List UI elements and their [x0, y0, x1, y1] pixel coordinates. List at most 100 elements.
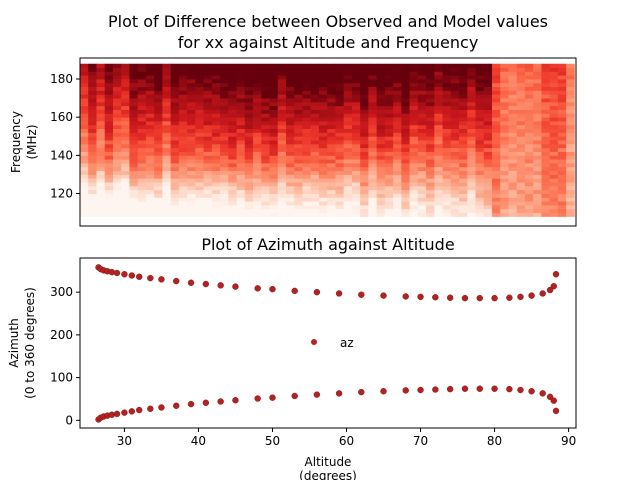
- heatmap-cell: [187, 67, 196, 72]
- heatmap-cell: [178, 86, 188, 91]
- heatmap-cell: [401, 178, 410, 183]
- heatmap-cell: [294, 174, 303, 179]
- heatmap-cell: [566, 132, 575, 137]
- heatmap-cell: [310, 178, 320, 183]
- heatmap-cell: [121, 128, 130, 133]
- heatmap-cell: [426, 128, 435, 133]
- heatmap-cell: [228, 140, 237, 145]
- heatmap-cell: [80, 109, 89, 114]
- heatmap-cell: [566, 63, 575, 68]
- heatmap-cell: [277, 90, 287, 95]
- heatmap-cell: [475, 75, 485, 80]
- heatmap-cell: [129, 189, 139, 194]
- heatmap-cell: [104, 170, 114, 175]
- heatmap-cell: [269, 132, 279, 137]
- heatmap-cell: [549, 75, 559, 80]
- heatmap-cell: [286, 151, 295, 156]
- heatmap-cell: [541, 109, 551, 114]
- heatmap-cell: [96, 71, 106, 76]
- heatmap-cell: [401, 90, 410, 95]
- heatmap-cell: [244, 94, 254, 99]
- heatmap-cell: [145, 159, 155, 164]
- heatmap-cell: [393, 193, 402, 198]
- heatmap-cell: [236, 189, 246, 194]
- heatmap-cell: [492, 170, 501, 175]
- heatmap-cell: [508, 208, 518, 214]
- heatmap-cell: [524, 101, 534, 107]
- heatmap-cell: [327, 159, 336, 164]
- heatmap-cell: [112, 79, 122, 84]
- heatmap-cell: [228, 86, 237, 91]
- heatmap-cell: [475, 193, 485, 198]
- heatmap-cell: [401, 170, 410, 175]
- heatmap-cell: [96, 159, 106, 164]
- heatmap-cell: [434, 147, 443, 152]
- heatmap-cell: [351, 174, 361, 179]
- heatmap-cell: [450, 136, 460, 141]
- heatmap-cell: [154, 212, 163, 217]
- heatmap-cell: [467, 136, 476, 141]
- heatmap-cell: [327, 155, 336, 160]
- heatmap-cell: [533, 174, 542, 179]
- heatmap-cell: [459, 197, 468, 202]
- heatmap-cell: [360, 182, 369, 187]
- heatmap-cell: [409, 124, 419, 130]
- heatmap-cell: [343, 121, 353, 126]
- heatmap-cell: [277, 132, 287, 137]
- heatmap-cell: [360, 98, 369, 103]
- heatmap-cell: [376, 189, 386, 194]
- heatmap-cell: [492, 159, 501, 164]
- heatmap-cell: [112, 136, 122, 141]
- heatmap-cell: [500, 94, 509, 99]
- heatmap-cell: [137, 140, 147, 145]
- heatmap-cell: [475, 124, 485, 130]
- heatmap-cell: [417, 105, 427, 110]
- heatmap-cell: [112, 182, 122, 187]
- heatmap-cell: [483, 140, 493, 145]
- heatmap-cell: [253, 79, 262, 84]
- heatmap-cell: [129, 124, 139, 130]
- heatmap-cell: [154, 185, 163, 191]
- heatmap-cell: [211, 201, 221, 206]
- heatmap-cell: [211, 121, 221, 126]
- heatmap-cell: [549, 151, 559, 156]
- heatmap-cell: [475, 121, 485, 126]
- scatter-point: [528, 388, 535, 395]
- heatmap-cell: [310, 174, 320, 179]
- heatmap-cell: [401, 143, 410, 149]
- heatmap-cell: [492, 205, 501, 210]
- heatmap-cell: [450, 170, 460, 175]
- heatmap-cell: [533, 67, 542, 72]
- heatmap-cell: [351, 71, 361, 76]
- heatmap-cell: [187, 121, 196, 126]
- heatmap-cell: [533, 63, 542, 68]
- heatmap-cell: [294, 82, 303, 88]
- heatmap-cell: [277, 128, 287, 133]
- heatmap-cell: [566, 124, 575, 130]
- heatmap-cell: [351, 197, 361, 202]
- heatmap-panel: Plot of Difference between Observed and …: [9, 12, 577, 227]
- heatmap-cell: [112, 132, 122, 137]
- heatmap-cell: [343, 166, 353, 172]
- scatter-point: [217, 282, 224, 289]
- scatter-point: [461, 294, 469, 302]
- heatmap-cell: [318, 86, 328, 91]
- heatmap-cell: [533, 105, 542, 110]
- heatmap-cell: [376, 166, 386, 172]
- heatmap-cell: [112, 94, 122, 99]
- heatmap-cell: [384, 197, 394, 202]
- heatmap-cell: [195, 185, 204, 191]
- heatmap-cell: [277, 63, 287, 68]
- heatmap-cell: [442, 90, 452, 95]
- heatmap-y-tick-label: 140: [50, 148, 73, 162]
- scatter-panel: Plot of Azimuth against Altitude 30 40 50 6…: [7, 235, 577, 480]
- heatmap-cell: [343, 132, 353, 137]
- heatmap-cell: [88, 105, 97, 110]
- heatmap-cell: [121, 109, 130, 114]
- heatmap-cell: [524, 75, 534, 80]
- heatmap-cell: [236, 113, 246, 118]
- heatmap-cell: [475, 101, 485, 107]
- heatmap-cell: [368, 212, 378, 217]
- heatmap-cell: [302, 163, 312, 168]
- heatmap-cell: [244, 212, 254, 217]
